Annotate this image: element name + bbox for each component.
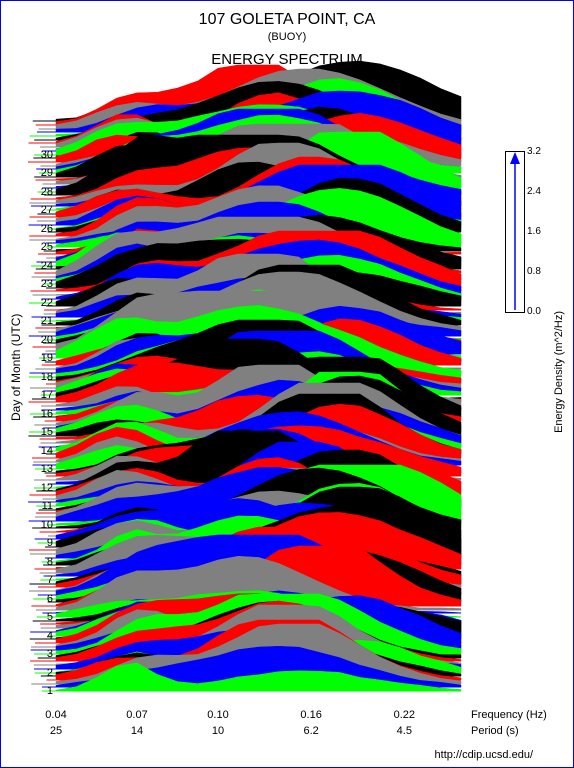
legend-tick: 0.0 <box>527 306 541 317</box>
y-tick: 15 <box>37 426 53 438</box>
y-tick: 2 <box>37 667 53 679</box>
legend-scale-box <box>505 151 525 313</box>
x-period-tick: 6.2 <box>303 725 318 737</box>
y-tick: 20 <box>37 334 53 346</box>
legend-tick: 2.4 <box>527 186 541 197</box>
x-freq-tick: 0.16 <box>300 709 321 721</box>
y-tick: 29 <box>37 167 53 179</box>
y-tick: 22 <box>37 297 53 309</box>
x-period-tick: 25 <box>50 725 62 737</box>
y-tick: 7 <box>37 574 53 586</box>
y-tick: 11 <box>37 500 53 512</box>
x-axis-label: Period (s) <box>471 725 519 737</box>
y-tick: 24 <box>37 260 53 272</box>
x-freq-tick: 0.04 <box>45 709 66 721</box>
legend: Energy Density (m^2/Hz) 3.22.41.60.80.0 <box>495 141 555 321</box>
y-tick: 23 <box>37 278 53 290</box>
x-freq-tick: 0.22 <box>394 709 415 721</box>
y-tick: 19 <box>37 352 53 364</box>
y-tick: 26 <box>37 223 53 235</box>
y-tick: 1 <box>37 685 53 697</box>
y-tick: 3 <box>37 648 53 660</box>
y-tick: 6 <box>37 593 53 605</box>
y-tick: 8 <box>37 556 53 568</box>
legend-tick: 3.2 <box>527 146 541 157</box>
y-tick: 17 <box>37 389 53 401</box>
legend-tick: 1.6 <box>527 226 541 237</box>
y-tick: 12 <box>37 482 53 494</box>
x-freq-tick: 0.10 <box>207 709 228 721</box>
y-tick: 14 <box>37 445 53 457</box>
y-tick: 5 <box>37 611 53 623</box>
y-tick: 28 <box>37 186 53 198</box>
x-period-tick: 14 <box>131 725 143 737</box>
y-axis-label: Day of Month (UTC) <box>9 314 23 421</box>
y-tick: 13 <box>37 463 53 475</box>
y-tick: 27 <box>37 204 53 216</box>
title-main: 107 GOLETA POINT, CA <box>1 11 573 29</box>
y-tick: 4 <box>37 630 53 642</box>
y-tick: 30 <box>37 149 53 161</box>
legend-tick: 0.8 <box>527 266 541 277</box>
x-freq-tick: 0.07 <box>126 709 147 721</box>
x-period-tick: 10 <box>212 725 224 737</box>
y-tick: 21 <box>37 315 53 327</box>
y-tick: 25 <box>37 241 53 253</box>
legend-label: Energy Density (m^2/Hz) <box>553 311 565 433</box>
y-tick: 10 <box>37 519 53 531</box>
spectrum-ridge <box>26 631 471 693</box>
y-tick: 18 <box>37 371 53 383</box>
footer-url: http://cdip.ucsd.edu/ <box>435 749 533 761</box>
title-sub: (BUOY) <box>1 31 573 43</box>
y-tick: 9 <box>37 537 53 549</box>
y-tick: 16 <box>37 408 53 420</box>
x-axis-label: Frequency (Hz) <box>471 709 547 721</box>
plot-area <box>56 111 461 711</box>
x-period-tick: 4.5 <box>397 725 412 737</box>
